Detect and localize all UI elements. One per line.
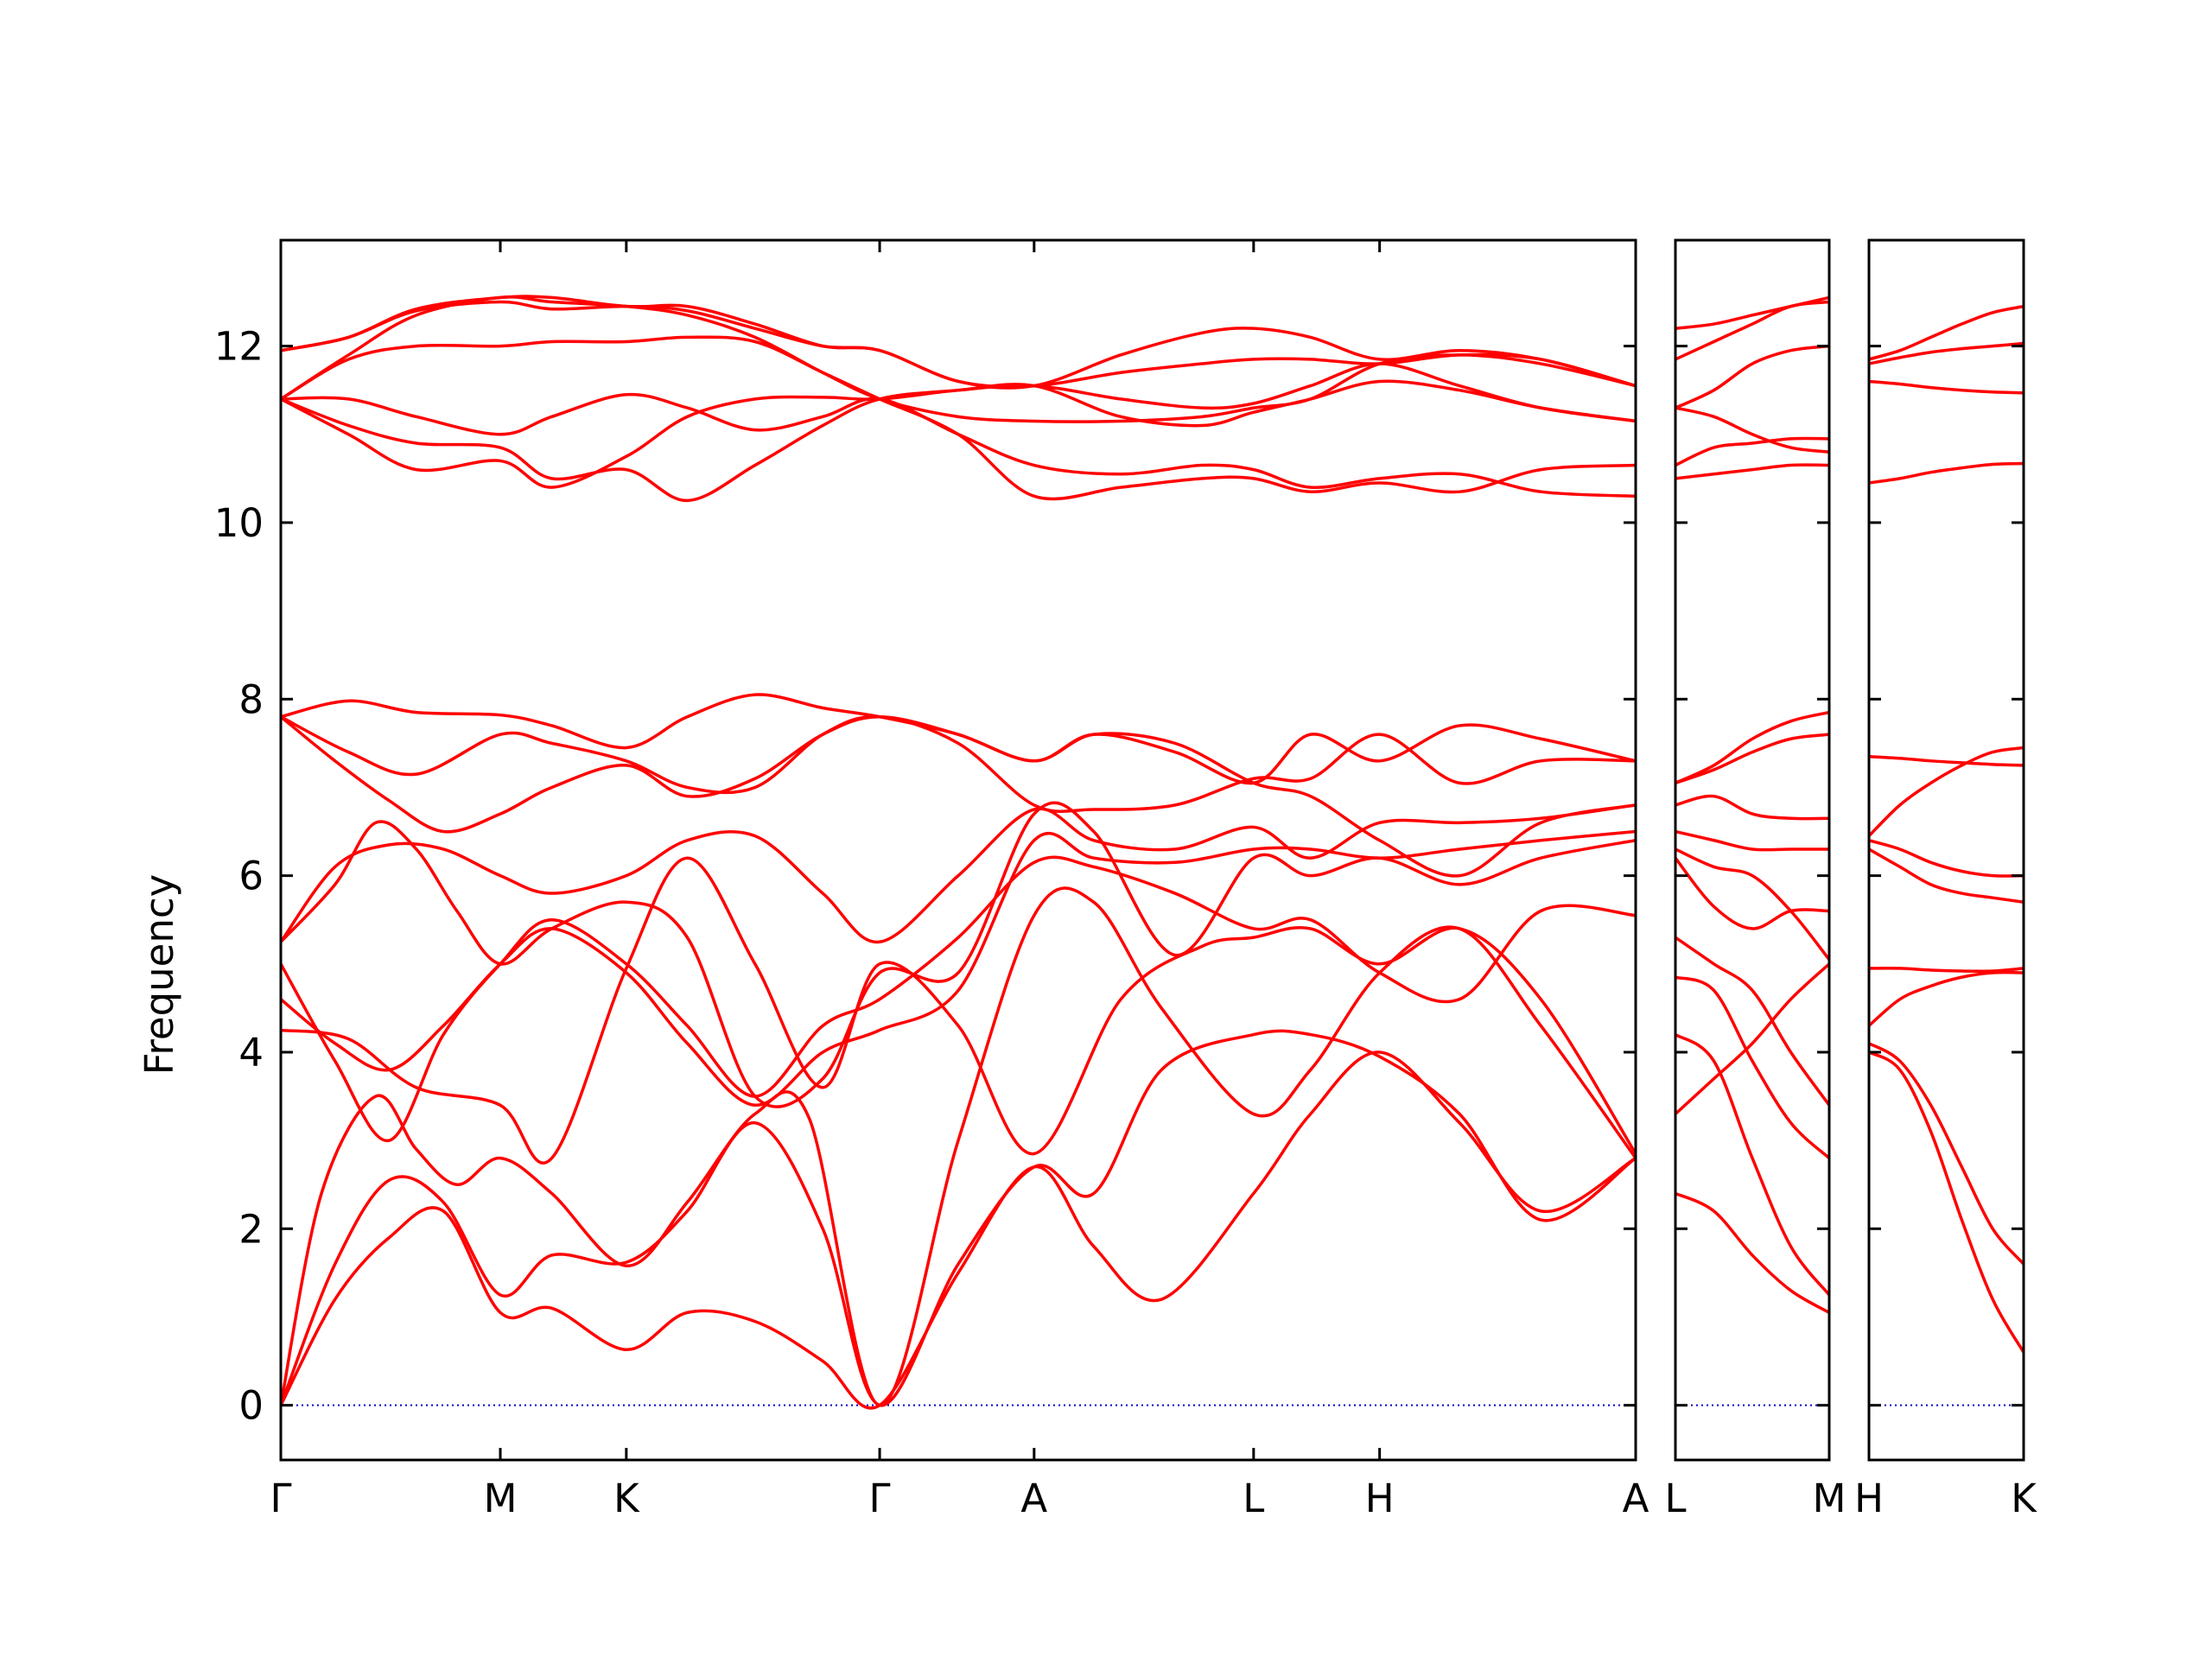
- band-line: [1675, 936, 1829, 1108]
- band-line: [1675, 733, 1829, 785]
- band-line: [1869, 967, 2024, 973]
- band-line: [1869, 341, 2024, 365]
- band-line: [281, 886, 1636, 1407]
- band-line: [1675, 829, 1829, 852]
- band-line: [1675, 295, 1829, 330]
- band-line: [281, 295, 1636, 390]
- band-line: [1869, 970, 2024, 1028]
- y-tick-label: 8: [238, 676, 264, 722]
- x-tick-label: K: [2011, 1476, 2037, 1521]
- panel-h-k-bands: [1869, 304, 2024, 1355]
- x-tick-label: H: [1365, 1476, 1395, 1521]
- band-line: [1869, 379, 2024, 395]
- band-line: [1869, 746, 2024, 838]
- x-tick-label: Γ: [270, 1476, 291, 1521]
- y-tick-label: 12: [214, 324, 264, 370]
- band-line: [1675, 1032, 1829, 1297]
- x-tick-label: L: [1664, 1476, 1686, 1521]
- band-line: [1869, 754, 2024, 767]
- x-tick-label: K: [613, 1476, 640, 1521]
- panel-l-m-bands: [1675, 295, 1829, 1315]
- x-tick-label: M: [484, 1476, 518, 1521]
- band-line: [1675, 975, 1829, 1160]
- band-line: [1869, 1042, 2024, 1266]
- panel-frame: [279, 238, 1637, 1462]
- y-tick-label: 4: [238, 1030, 264, 1076]
- band-line: [1675, 463, 1829, 480]
- band-line: [1675, 794, 1829, 821]
- band-line: [1675, 856, 1829, 930]
- band-line: [1869, 1050, 2024, 1355]
- band-line: [1675, 847, 1829, 962]
- x-tick-label: M: [1813, 1476, 1847, 1521]
- band-line: [281, 335, 1636, 501]
- panel-main-bands: [281, 295, 1636, 1410]
- band-line: [281, 855, 1636, 1142]
- band-line: [1675, 710, 1829, 785]
- band-line: [281, 379, 1636, 503]
- band-line: [1869, 304, 2024, 361]
- y-tick-label: 2: [238, 1206, 264, 1252]
- x-tick-label: A: [1623, 1476, 1649, 1521]
- y-axis-label: Frequency: [137, 874, 182, 1075]
- band-line: [1675, 436, 1829, 467]
- band-line: [1675, 406, 1829, 454]
- y-tick-label: 10: [214, 500, 264, 546]
- x-tick-label: Γ: [869, 1476, 891, 1521]
- band-line: [1869, 461, 2024, 485]
- band-line: [281, 714, 1636, 814]
- band-line: [281, 829, 1636, 1108]
- band-line: [1675, 344, 1829, 409]
- x-tick-label: A: [1020, 1476, 1047, 1521]
- x-tick-label: H: [1854, 1476, 1884, 1521]
- y-tick-label: 6: [238, 854, 264, 899]
- band-line: [281, 801, 1636, 1108]
- band-line: [1675, 1191, 1829, 1315]
- band-line: [1675, 962, 1829, 1116]
- band-line: [281, 693, 1636, 785]
- y-tick-label: 0: [238, 1383, 264, 1429]
- panel-main: 0 2 4 6 8 10 12 Γ M K Γ A L H A: [214, 238, 1649, 1521]
- band-line: [1869, 847, 2024, 904]
- panel-frame: [1674, 238, 1831, 1462]
- x-tick-label: L: [1243, 1476, 1264, 1521]
- band-line: [1869, 839, 2024, 878]
- panel-frame: [1867, 238, 2025, 1462]
- band-line: [281, 856, 1636, 1165]
